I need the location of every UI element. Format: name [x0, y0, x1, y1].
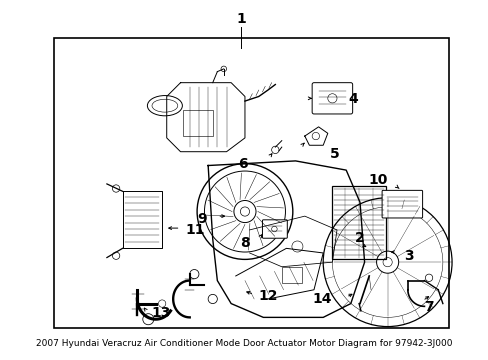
Text: 2: 2: [354, 231, 364, 245]
FancyBboxPatch shape: [262, 220, 287, 238]
Text: 9: 9: [197, 212, 207, 226]
Text: 2007 Hyundai Veracruz Air Conditioner Mode Door Actuator Motor Diagram for 97942: 2007 Hyundai Veracruz Air Conditioner Mo…: [36, 339, 452, 348]
Text: 11: 11: [185, 223, 204, 237]
Text: 14: 14: [312, 292, 332, 306]
FancyBboxPatch shape: [311, 83, 352, 114]
Bar: [53, 39, 448, 328]
Text: 12: 12: [258, 289, 278, 303]
Text: 7: 7: [424, 300, 433, 314]
Bar: [281, 267, 302, 283]
Bar: [332, 186, 385, 260]
Bar: [183, 110, 212, 136]
FancyBboxPatch shape: [381, 190, 422, 218]
Text: 5: 5: [329, 148, 339, 162]
Text: 10: 10: [368, 173, 387, 187]
Text: 3: 3: [404, 249, 413, 263]
Text: 13: 13: [151, 306, 170, 320]
Text: 1: 1: [236, 12, 245, 26]
Text: 4: 4: [348, 92, 357, 106]
Text: 8: 8: [239, 236, 249, 250]
Text: 6: 6: [238, 157, 247, 171]
